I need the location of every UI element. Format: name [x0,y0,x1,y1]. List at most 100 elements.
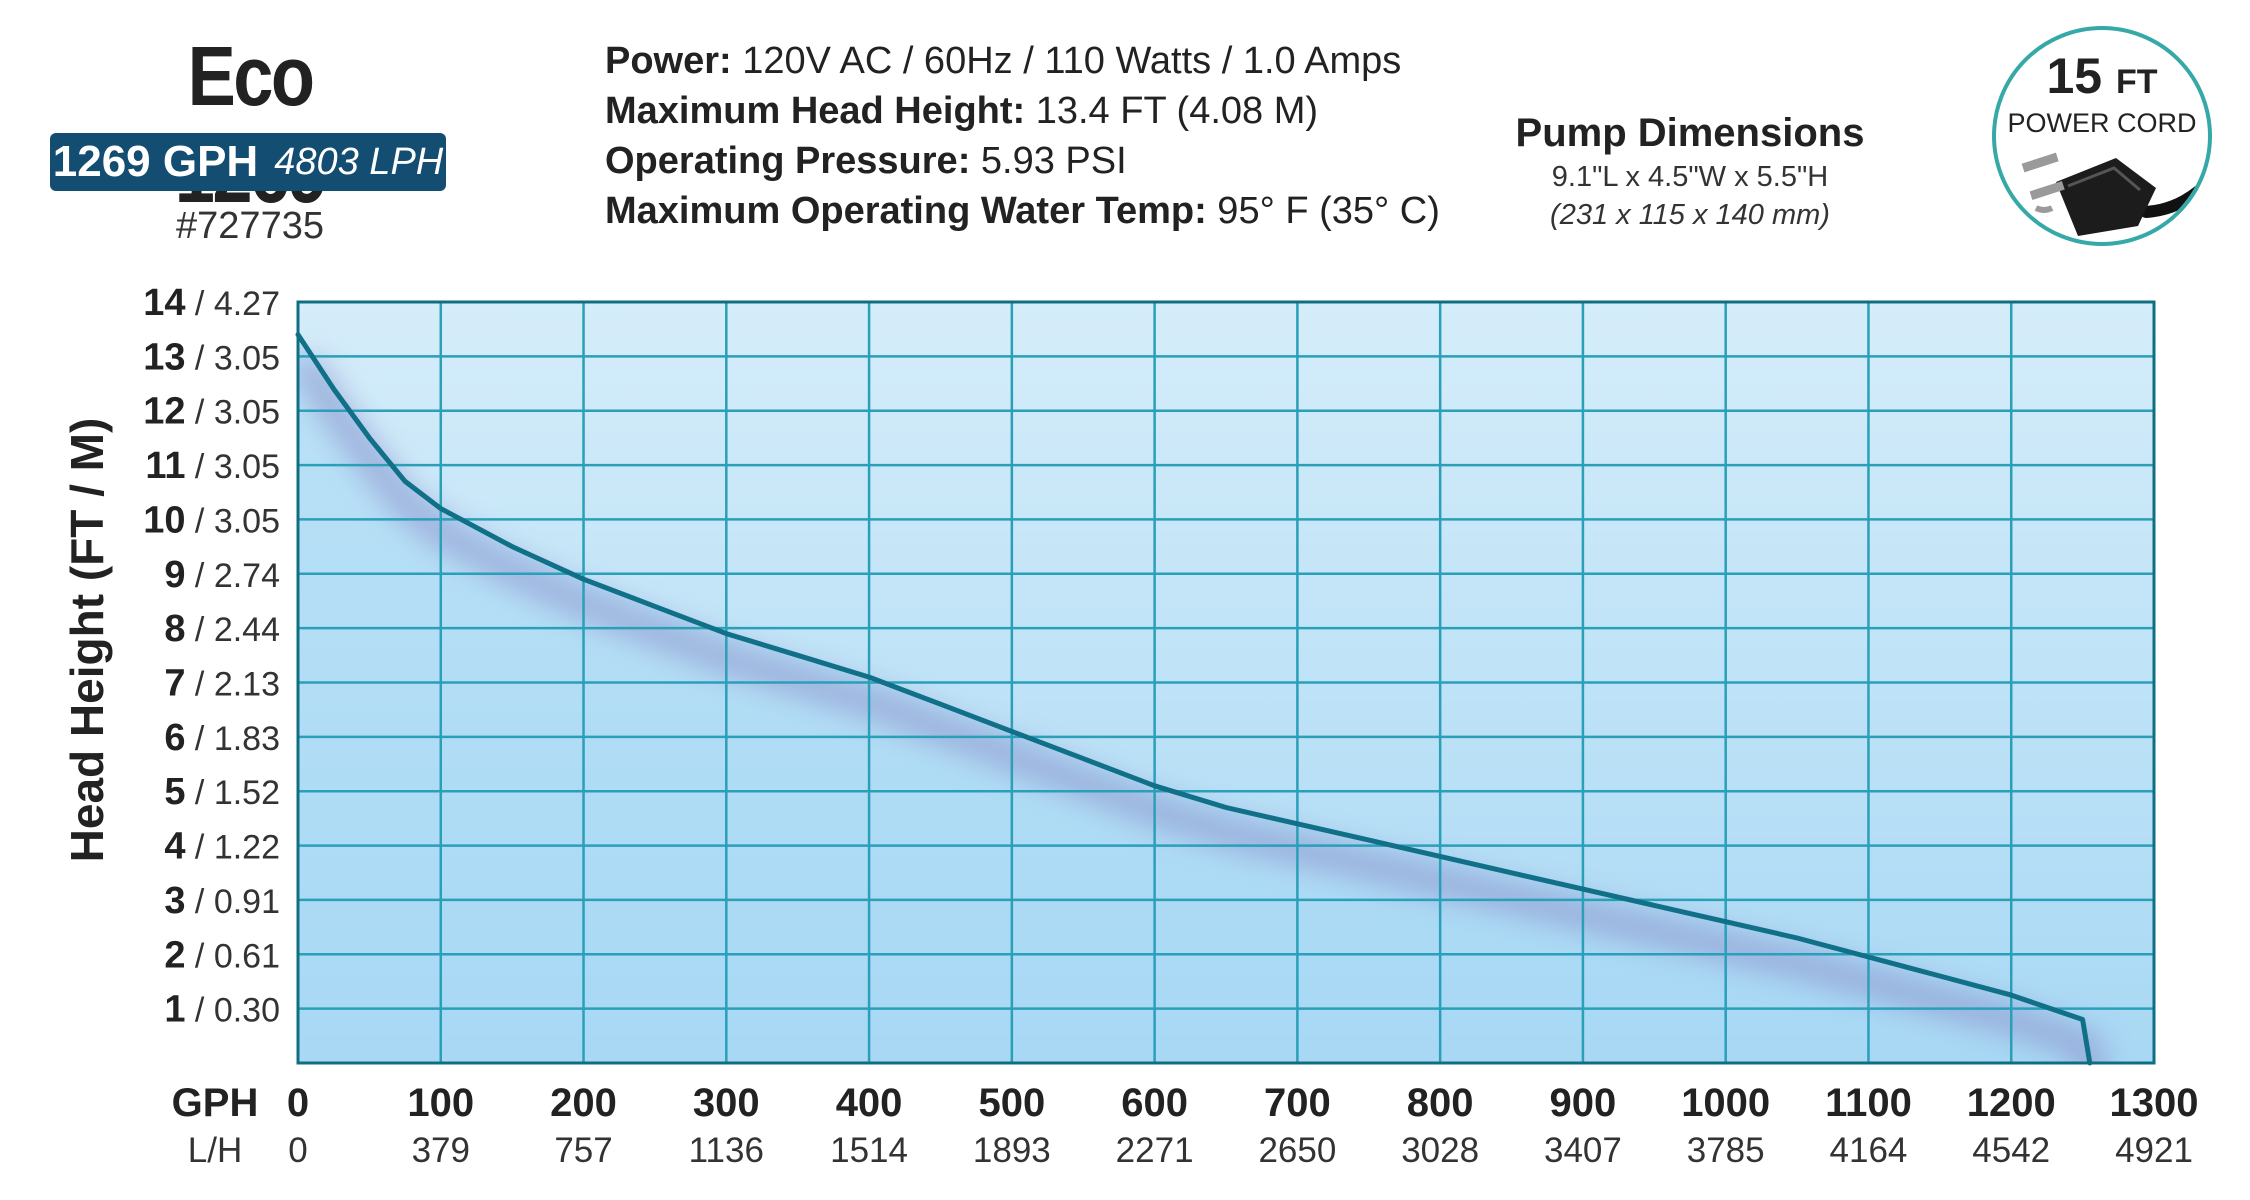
pump-dimensions: Pump Dimensions 9.1"L x 4.5"W x 5.5"H (2… [1510,108,1870,234]
y-tick-ft: 3 [164,880,185,922]
y-tick-m: / 0.61 [185,937,280,975]
y-tick-m: / 4.27 [185,285,280,323]
flow-rate-gph: 1269 GPH [52,137,259,186]
x-tick-lh: 1136 [689,1131,764,1170]
y-tick-label: 12 / 3.05 [143,391,280,433]
x-tick-gph: 300 [693,1081,760,1125]
power-cord-length: 15 FT [1996,48,2208,110]
y-tick-ft: 9 [164,554,185,596]
y-tick-ft: 13 [143,336,185,378]
y-tick-m: / 2.44 [185,611,280,649]
pump-dimensions-metric: (231 x 115 x 140 mm) [1550,199,1830,231]
y-tick-label: 4 / 1.22 [164,826,280,868]
x-axis-lh-label: L/H [188,1131,242,1170]
y-tick-m: / 1.52 [185,774,280,812]
y-tick-ft: 14 [143,282,185,324]
spec-label: Maximum Head Height: [605,90,1026,132]
y-tick-label: 14 / 4.27 [143,282,280,324]
x-tick-lh: 757 [554,1131,612,1170]
x-tick-lh: 3028 [1401,1131,1479,1170]
y-tick-m: / 3.05 [185,502,280,540]
spec-label: Power: [605,40,732,82]
y-tick-label: 3 / 0.91 [164,880,280,922]
spec-label: Operating Pressure: [605,140,971,182]
y-tick-m: / 0.30 [185,992,280,1030]
power-cord-badge: 15 FT POWER CORD [1992,26,2212,246]
y-tick-ft: 6 [164,717,185,759]
y-tick-label: 5 / 1.52 [164,771,280,813]
x-tick-lh: 4921 [2115,1131,2193,1170]
spec-value: 120V AC / 60Hz / 110 Watts / 1.0 Amps [731,40,1402,82]
y-tick-label: 10 / 3.05 [143,499,280,541]
spec-value: 5.93 PSI [970,140,1127,182]
y-tick-ft: 12 [143,391,185,433]
y-tick-ft: 4 [164,826,185,868]
x-tick-lh: 1893 [973,1131,1051,1170]
performance-curve-line [295,332,2093,1066]
y-tick-label: 1 / 0.30 [164,989,280,1031]
y-tick-label: 11 / 3.05 [145,445,280,487]
y-tick-m: / 0.91 [185,883,280,921]
power-plug-icon [2021,152,2208,236]
y-tick-label: 9 / 2.74 [164,554,280,596]
y-tick-ft: 8 [164,608,185,650]
x-tick-gph: 200 [550,1081,617,1125]
y-tick-m: / 2.74 [185,557,280,595]
y-tick-ft: 11 [145,445,185,487]
pump-dimensions-title: Pump Dimensions [1515,111,1865,155]
area-under-curve [298,334,2090,1063]
spec-label: Maximum Operating Water Temp: [605,190,1207,232]
x-tick-gph: 600 [1121,1081,1188,1125]
x-tick-gph: 0 [287,1081,309,1125]
y-tick-ft: 2 [164,934,185,976]
y-tick-label: 6 / 1.83 [164,717,280,759]
y-tick-label: 2 / 0.61 [164,934,280,976]
y-tick-ft: 10 [143,499,185,541]
x-tick-lh: 0 [288,1131,307,1170]
x-tick-gph: 500 [978,1081,1045,1125]
x-tick-lh: 1514 [830,1131,908,1170]
y-tick-m: / 1.83 [185,720,280,758]
plot-border [296,300,2156,1065]
x-tick-lh: 4542 [1972,1131,2050,1170]
part-number: #727735 [176,205,324,247]
x-tick-lh: 3407 [1544,1131,1622,1170]
x-tick-gph: 400 [836,1081,903,1125]
spec-value: 95° F (35° C) [1206,190,1440,232]
spec-power: Power: 120V AC / 60Hz / 110 Watts / 1.0 … [605,36,1440,86]
x-tick-gph: 100 [407,1081,474,1125]
y-tick-ft: 1 [164,989,185,1031]
x-axis-gph-label: GPH [172,1081,259,1125]
x-tick-lh: 379 [412,1131,470,1170]
spec-max-head-height: Maximum Head Height: 13.4 FT (4.08 M) [605,86,1440,136]
y-tick-ft: 5 [164,771,185,813]
spec-max-water-temp: Maximum Operating Water Temp: 95° F (35°… [605,186,1440,236]
x-tick-lh: 3785 [1687,1131,1765,1170]
x-tick-gph: 1300 [2110,1081,2199,1125]
spec-operating-pressure: Operating Pressure: 5.93 PSI [605,136,1440,186]
spec-list: Power: 120V AC / 60Hz / 110 Watts / 1.0 … [605,36,1440,236]
x-tick-gph: 1200 [1967,1081,2056,1125]
x-tick-lh: 2271 [1116,1131,1194,1170]
y-tick-m: / 3.05 [185,339,280,377]
y-tick-label: 13 / 3.05 [143,336,280,378]
y-tick-m: / 3.05 [185,448,280,486]
y-tick-ft: 7 [164,663,185,705]
x-tick-gph: 900 [1550,1081,1617,1125]
curve-shadow [298,352,2105,1063]
y-tick-label: 8 / 2.44 [164,608,280,650]
flow-rate-lph: 4803 LPH [274,140,444,183]
x-tick-gph: 700 [1264,1081,1331,1125]
y-tick-label: 7 / 2.13 [164,663,280,705]
power-cord-length-number: 15 [2046,48,2103,104]
spec-value: 13.4 FT (4.08 M) [1025,90,1319,132]
pump-dimensions-imperial: 9.1"L x 4.5"W x 5.5"H [1551,161,1829,193]
x-tick-gph: 1000 [1681,1081,1770,1125]
x-tick-lh: 2650 [1258,1131,1336,1170]
x-tick-lh: 4164 [1830,1131,1908,1170]
y-tick-m: / 3.05 [185,394,280,432]
x-tick-gph: 800 [1407,1081,1474,1125]
flow-rate-badge: 1269 GPH 4803 LPH [50,133,446,191]
x-tick-gph: 1100 [1825,1081,1912,1125]
power-cord-length-unit: FT [2115,63,2158,101]
